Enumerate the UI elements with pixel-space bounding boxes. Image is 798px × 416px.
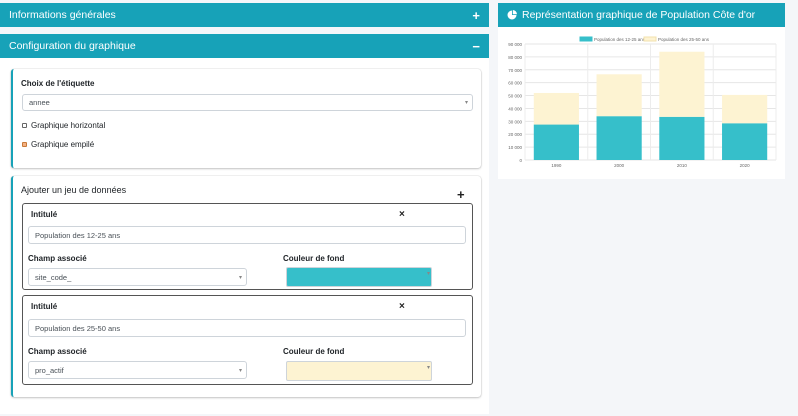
dataset-field-select[interactable]: pro_actif ▾	[28, 361, 247, 379]
y-tick-label: 70 000	[508, 68, 522, 73]
dataset-field-value: site_code_	[35, 272, 72, 282]
y-tick-label: 50 000	[508, 94, 522, 99]
bar	[596, 116, 642, 160]
chart-panel-title: Représentation graphique de Population C…	[522, 9, 756, 21]
dataset-title-input[interactable]: Population des 25-50 ans	[28, 319, 466, 337]
y-tick-label: 90 000	[508, 42, 522, 47]
y-tick-label: 10 000	[508, 145, 522, 150]
legend-label: Population des 12-25 ans	[594, 37, 646, 42]
dataset-field-label: Champ associé	[28, 347, 87, 356]
x-tick-label: 2000	[614, 163, 625, 168]
y-tick-label: 40 000	[508, 106, 522, 111]
bar	[533, 124, 579, 160]
y-tick-label: 0	[519, 158, 522, 163]
bar	[659, 51, 705, 117]
y-tick-label: 80 000	[508, 55, 522, 60]
label-select[interactable]: annee ▾	[22, 94, 473, 111]
bar	[722, 123, 768, 160]
dataset-card: Intitulé × Population des 12-25 ans Cham…	[22, 203, 473, 290]
general-info-header[interactable]: Informations générales +	[0, 3, 489, 27]
legend-swatch	[579, 36, 593, 42]
dataset-field-value: pro_actif	[35, 365, 64, 375]
chevron-down-icon: ▾	[238, 274, 242, 281]
label-choice-title: Choix de l'étiquette	[21, 79, 95, 88]
add-dataset-button[interactable]: +	[457, 187, 465, 202]
bar	[533, 92, 579, 125]
chart-panel-body: 0 10 000 20 000 30 000 40 000 50 000 60 000 70 …	[498, 27, 785, 179]
x-tick-label: 2020	[740, 163, 751, 168]
bar	[722, 94, 768, 124]
dataset-field-select[interactable]: site_code_ ▾	[28, 268, 247, 286]
chart-config-title: Configuration du graphique	[9, 40, 136, 52]
y-tick-label: 20 000	[508, 132, 522, 137]
dataset-title-input[interactable]: Population des 12-25 ans	[28, 226, 466, 244]
chart-config-header[interactable]: Configuration du graphique −	[0, 34, 489, 58]
chevron-down-icon: ▾	[426, 365, 430, 371]
remove-dataset-button[interactable]: ×	[399, 301, 405, 312]
datasets-card: Ajouter un jeu de données + Intitulé × P…	[11, 176, 481, 397]
pie-chart-icon	[507, 10, 517, 20]
stacked-label: Graphique empilé	[31, 140, 95, 149]
legend-swatch	[643, 36, 657, 42]
dataset-color-label: Couleur de fond	[283, 347, 345, 356]
dataset-field-label: Champ associé	[28, 254, 87, 263]
dataset-color-label: Couleur de fond	[283, 254, 345, 263]
y-tick-label: 30 000	[508, 119, 522, 124]
expand-icon[interactable]: +	[472, 7, 480, 23]
stacked-checkbox[interactable]	[22, 142, 27, 147]
general-info-title: Informations générales	[9, 9, 116, 21]
datasets-title: Ajouter un jeu de données	[21, 185, 127, 195]
chevron-down-icon: ▾	[464, 100, 468, 106]
dataset-title-value: Population des 12-25 ans	[35, 230, 121, 240]
bar	[596, 74, 642, 117]
collapse-icon[interactable]: −	[472, 38, 480, 54]
dataset-title-value: Population des 25-50 ans	[35, 323, 121, 333]
label-card: Choix de l'étiquette annee ▾ Graphique h…	[11, 69, 481, 168]
label-select-value: annee	[29, 98, 50, 107]
chevron-down-icon: ▾	[238, 367, 242, 374]
bar-chart: 0 10 000 20 000 30 000 40 000 50 000 60 000 70 …	[508, 36, 777, 168]
horizontal-checkbox[interactable]	[22, 123, 27, 128]
remove-dataset-button[interactable]: ×	[399, 209, 405, 220]
bar	[659, 116, 705, 160]
dataset-color-picker[interactable]: ▾	[286, 361, 432, 381]
legend-label: Population des 25-50 ans	[658, 37, 710, 42]
x-tick-label: 1990	[551, 163, 562, 168]
dataset-card: Intitulé × Population des 25-50 ans Cham…	[22, 295, 473, 385]
dataset-color-picker[interactable]: ▾	[286, 267, 432, 287]
chevron-down-icon: ▾	[426, 271, 430, 277]
dataset-title-label: Intitulé	[31, 210, 58, 219]
horizontal-label: Graphique horizontal	[31, 121, 106, 130]
dataset-title-label: Intitulé	[31, 302, 58, 311]
y-tick-label: 60 000	[508, 81, 522, 86]
x-tick-label: 2010	[677, 163, 688, 168]
chart-panel-header: Représentation graphique de Population C…	[498, 3, 785, 27]
